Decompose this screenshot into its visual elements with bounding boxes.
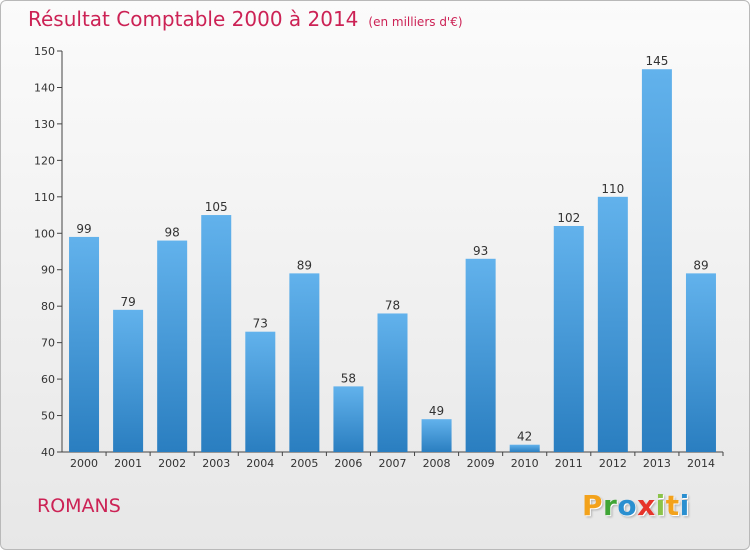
y-tick-label: 140 bbox=[34, 81, 55, 94]
bar bbox=[597, 196, 628, 452]
data-label: 42 bbox=[517, 430, 532, 444]
data-label: 73 bbox=[253, 317, 268, 331]
x-tick-label: 2014 bbox=[687, 457, 715, 470]
bar bbox=[289, 273, 320, 452]
y-tick-label: 80 bbox=[41, 300, 55, 313]
bar bbox=[377, 313, 408, 452]
bar bbox=[69, 236, 100, 452]
bar bbox=[641, 69, 672, 453]
y-tick-label: 150 bbox=[34, 45, 55, 58]
proxiti-logo: Proxiti bbox=[582, 489, 690, 522]
bar bbox=[553, 225, 584, 452]
data-label: 58 bbox=[341, 371, 356, 385]
bar bbox=[245, 331, 276, 452]
data-label: 78 bbox=[385, 298, 400, 312]
y-tick-label: 40 bbox=[41, 446, 55, 459]
commune-name: ROMANS bbox=[37, 495, 121, 517]
y-tick-label: 110 bbox=[34, 191, 55, 204]
chart-data-labels: 99 79 98 105 73 89 58 78 49 93 42 102 110 145 89 bbox=[76, 54, 708, 443]
logo-letter: t bbox=[665, 489, 680, 522]
x-tick-label: 2007 bbox=[379, 457, 407, 470]
bar bbox=[113, 309, 144, 452]
y-tick-label: 50 bbox=[41, 410, 55, 423]
x-tick-label: 2004 bbox=[246, 457, 274, 470]
bar bbox=[421, 419, 452, 452]
data-label: 102 bbox=[557, 211, 580, 225]
y-tick-label: 60 bbox=[41, 373, 55, 386]
bar bbox=[333, 386, 364, 452]
y-tick-label: 130 bbox=[34, 118, 55, 131]
y-tick-label: 120 bbox=[34, 154, 55, 167]
bar bbox=[201, 215, 232, 452]
data-label: 105 bbox=[205, 200, 228, 214]
data-label: 98 bbox=[165, 226, 180, 240]
x-tick-label: 2003 bbox=[202, 457, 230, 470]
data-label: 145 bbox=[645, 54, 668, 68]
data-label: 89 bbox=[297, 258, 312, 272]
x-tick-label: 2002 bbox=[158, 457, 186, 470]
x-tick-label: 2000 bbox=[70, 457, 98, 470]
x-tick-label: 2008 bbox=[423, 457, 451, 470]
x-tick-label: 2005 bbox=[290, 457, 318, 470]
y-tick-label: 90 bbox=[41, 264, 55, 277]
x-tick-label: 2013 bbox=[643, 457, 671, 470]
logo-letter: i bbox=[655, 489, 666, 522]
logo-letter: o bbox=[617, 489, 638, 522]
bar bbox=[465, 258, 496, 452]
x-tick-label: 2001 bbox=[114, 457, 142, 470]
data-label: 89 bbox=[693, 258, 708, 272]
chart-unit: (en milliers d'€) bbox=[368, 15, 463, 29]
chart-title-text: Résultat Comptable 2000 à 2014 bbox=[28, 7, 359, 31]
logo-letter: x bbox=[637, 489, 656, 522]
y-tick-label: 70 bbox=[41, 337, 55, 350]
logo-letter: P bbox=[582, 489, 604, 522]
chart-bars bbox=[69, 69, 716, 453]
logo-letter: r bbox=[603, 489, 618, 522]
bar bbox=[509, 444, 540, 452]
chart-axes: 40 50 60 70 80 90 100 110 120 130 140 150 2000 2001 20… bbox=[34, 45, 724, 470]
x-tick-label: 2006 bbox=[334, 457, 362, 470]
x-tick-label: 2011 bbox=[555, 457, 583, 470]
data-label: 93 bbox=[473, 244, 488, 258]
chart-title: Résultat Comptable 2000 à 2014 (en millie… bbox=[28, 7, 463, 31]
data-label: 79 bbox=[120, 295, 135, 309]
data-label: 49 bbox=[429, 404, 444, 418]
data-label: 110 bbox=[601, 182, 624, 196]
x-tick-label: 2009 bbox=[467, 457, 495, 470]
y-tick-label: 100 bbox=[34, 227, 55, 240]
data-label: 99 bbox=[76, 222, 91, 236]
logo-letter: i bbox=[679, 489, 690, 522]
bar bbox=[157, 240, 188, 452]
x-tick-label: 2010 bbox=[511, 457, 539, 470]
bar bbox=[685, 273, 716, 452]
x-tick-label: 2012 bbox=[599, 457, 627, 470]
